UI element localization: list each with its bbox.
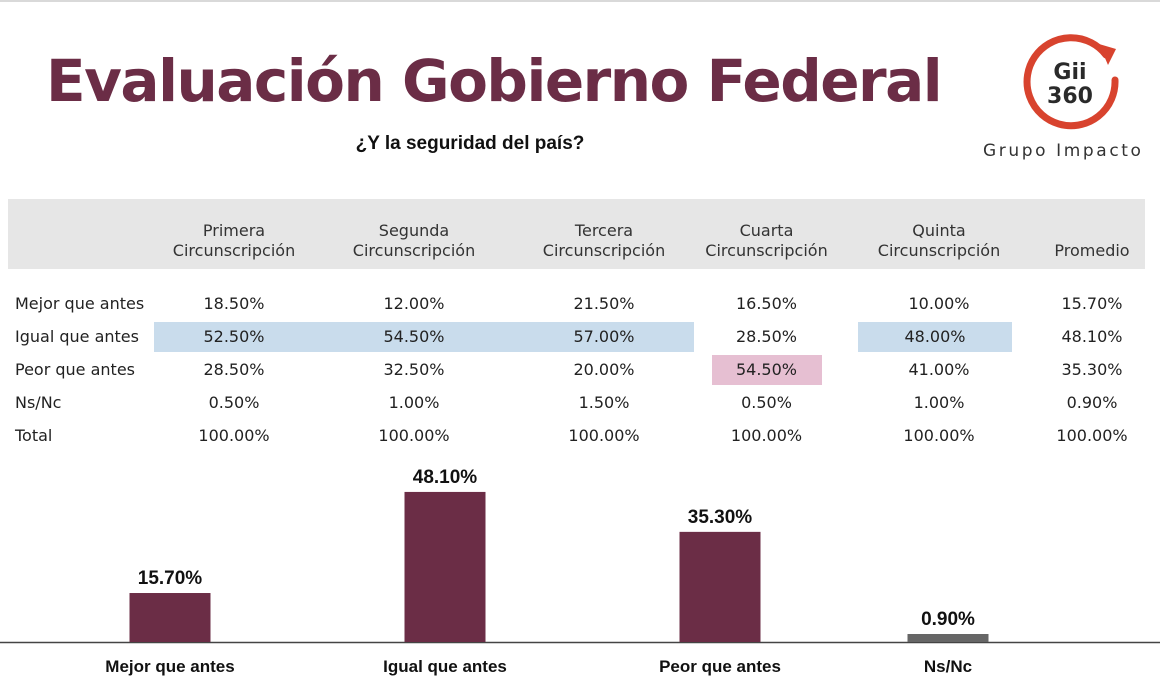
table-row: Igual que antes 52.50% 54.50% 57.00% 28.… xyxy=(8,320,1145,353)
table-cell: 100.00% xyxy=(378,426,450,445)
row-label: Mejor que antes xyxy=(15,294,145,313)
table-cell: 16.50% xyxy=(735,294,797,313)
header-cell-cuarta: Cuarta Circunscripción xyxy=(705,221,828,260)
table-row: Ns/Nc 0.50% 1.00% 1.50% 0.50% 1.00% 0.90… xyxy=(8,386,1145,419)
table-cell: 21.50% xyxy=(573,294,635,313)
table-cell: 1.00% xyxy=(388,393,440,412)
bar xyxy=(679,531,761,642)
bar-value-label: 0.90% xyxy=(921,609,975,630)
table-cell-highlighted: 52.50% xyxy=(154,320,314,353)
category-label: Ns/Nc xyxy=(924,657,972,676)
table-cell: 35.30% xyxy=(1061,360,1123,379)
table-cell: 12.00% xyxy=(383,294,445,313)
table-row: Total 100.00% 100.00% 100.00% 100.00% 10… xyxy=(8,419,1145,452)
table-cell: 100.00% xyxy=(730,426,803,445)
table-cell-highlighted: 54.50% xyxy=(314,320,514,353)
table-cell-highlighted: 54.50% xyxy=(694,353,839,386)
top-divider xyxy=(0,0,1160,2)
table-cell: 1.00% xyxy=(913,393,965,412)
table-cell: 48.10% xyxy=(1061,327,1123,346)
header-cell-primera: Primera Circunscripción xyxy=(172,221,296,260)
header-cell-tercera: Tercera Circunscripción xyxy=(542,221,666,260)
table-header-row: Primera Circunscripción Segunda Circunscri… xyxy=(8,199,1145,269)
bar-chart-svg: 15.70% Mejor que antes 48.10% Igual que ant… xyxy=(0,467,1160,676)
row-label: Peor que antes xyxy=(15,360,135,379)
table-cell: 0.50% xyxy=(741,393,792,412)
row-label: Ns/Nc xyxy=(15,393,62,412)
header-cell-promedio: Promedio xyxy=(1054,241,1130,260)
table-cell: 0.90% xyxy=(1066,393,1118,412)
category-label: Igual que antes xyxy=(383,657,507,676)
bar xyxy=(907,634,989,642)
bar xyxy=(129,593,211,642)
table-cell-highlighted: 48.00% xyxy=(839,320,1039,353)
table-cell: 32.50% xyxy=(383,360,445,379)
table-row: Mejor que antes 18.50% 12.00% 21.50% 16.… xyxy=(8,287,1145,320)
bar-value-label: 48.10% xyxy=(413,467,478,488)
table-row: Peor que antes 28.50% 32.50% 20.00% 54.5… xyxy=(8,353,1145,386)
logo-mark-line1: Gii xyxy=(1053,60,1086,85)
table-cell: 10.00% xyxy=(908,294,970,313)
logo-brand-text: Grupo Impacto xyxy=(983,141,1144,161)
table-cell: 28.50% xyxy=(203,360,265,379)
category-label: Mejor que antes xyxy=(105,657,234,676)
logo-ring xyxy=(1023,34,1119,130)
table-cell: 100.00% xyxy=(198,426,270,445)
table-cell: 15.70% xyxy=(1061,294,1123,313)
table-cell: 100.00% xyxy=(1056,426,1128,445)
results-table: Primera Circunscripción Segunda Circunscri… xyxy=(8,199,1145,452)
logo-mark-line2: 360 xyxy=(1047,84,1093,109)
average-bar-chart: 15.70% Mejor que antes 48.10% Igual que ant… xyxy=(0,455,1160,700)
header-cell-empty xyxy=(8,199,154,269)
table-cell: 1.50% xyxy=(578,393,630,412)
bar-value-label: 35.30% xyxy=(688,507,753,528)
bar xyxy=(404,491,486,642)
bar-value-label: 15.70% xyxy=(138,568,203,589)
row-label: Total xyxy=(15,426,53,445)
page-title: Evaluación Gobierno Federal xyxy=(46,47,943,115)
logo-arrowhead xyxy=(1099,44,1116,65)
page-subtitle: ¿Y la seguridad del país? xyxy=(355,133,585,154)
table-cell: 0.50% xyxy=(208,393,260,412)
table-cell: 28.50% xyxy=(735,327,797,346)
gii360-logo: Gii 360 xyxy=(1023,34,1119,130)
table-cell: 100.00% xyxy=(903,426,975,445)
table-cell: 20.00% xyxy=(573,360,635,379)
header-cell-segunda: Segunda Circunscripción xyxy=(352,221,476,260)
table-cell: 100.00% xyxy=(568,426,640,445)
header-cell-quinta: Quinta Circunscripción xyxy=(877,221,1001,260)
table-cell: 18.50% xyxy=(203,294,265,313)
category-label: Peor que antes xyxy=(659,657,781,676)
table-cell: 41.00% xyxy=(908,360,970,379)
row-label: Igual que antes xyxy=(15,327,139,346)
table-cell-highlighted: 57.00% xyxy=(514,320,694,353)
